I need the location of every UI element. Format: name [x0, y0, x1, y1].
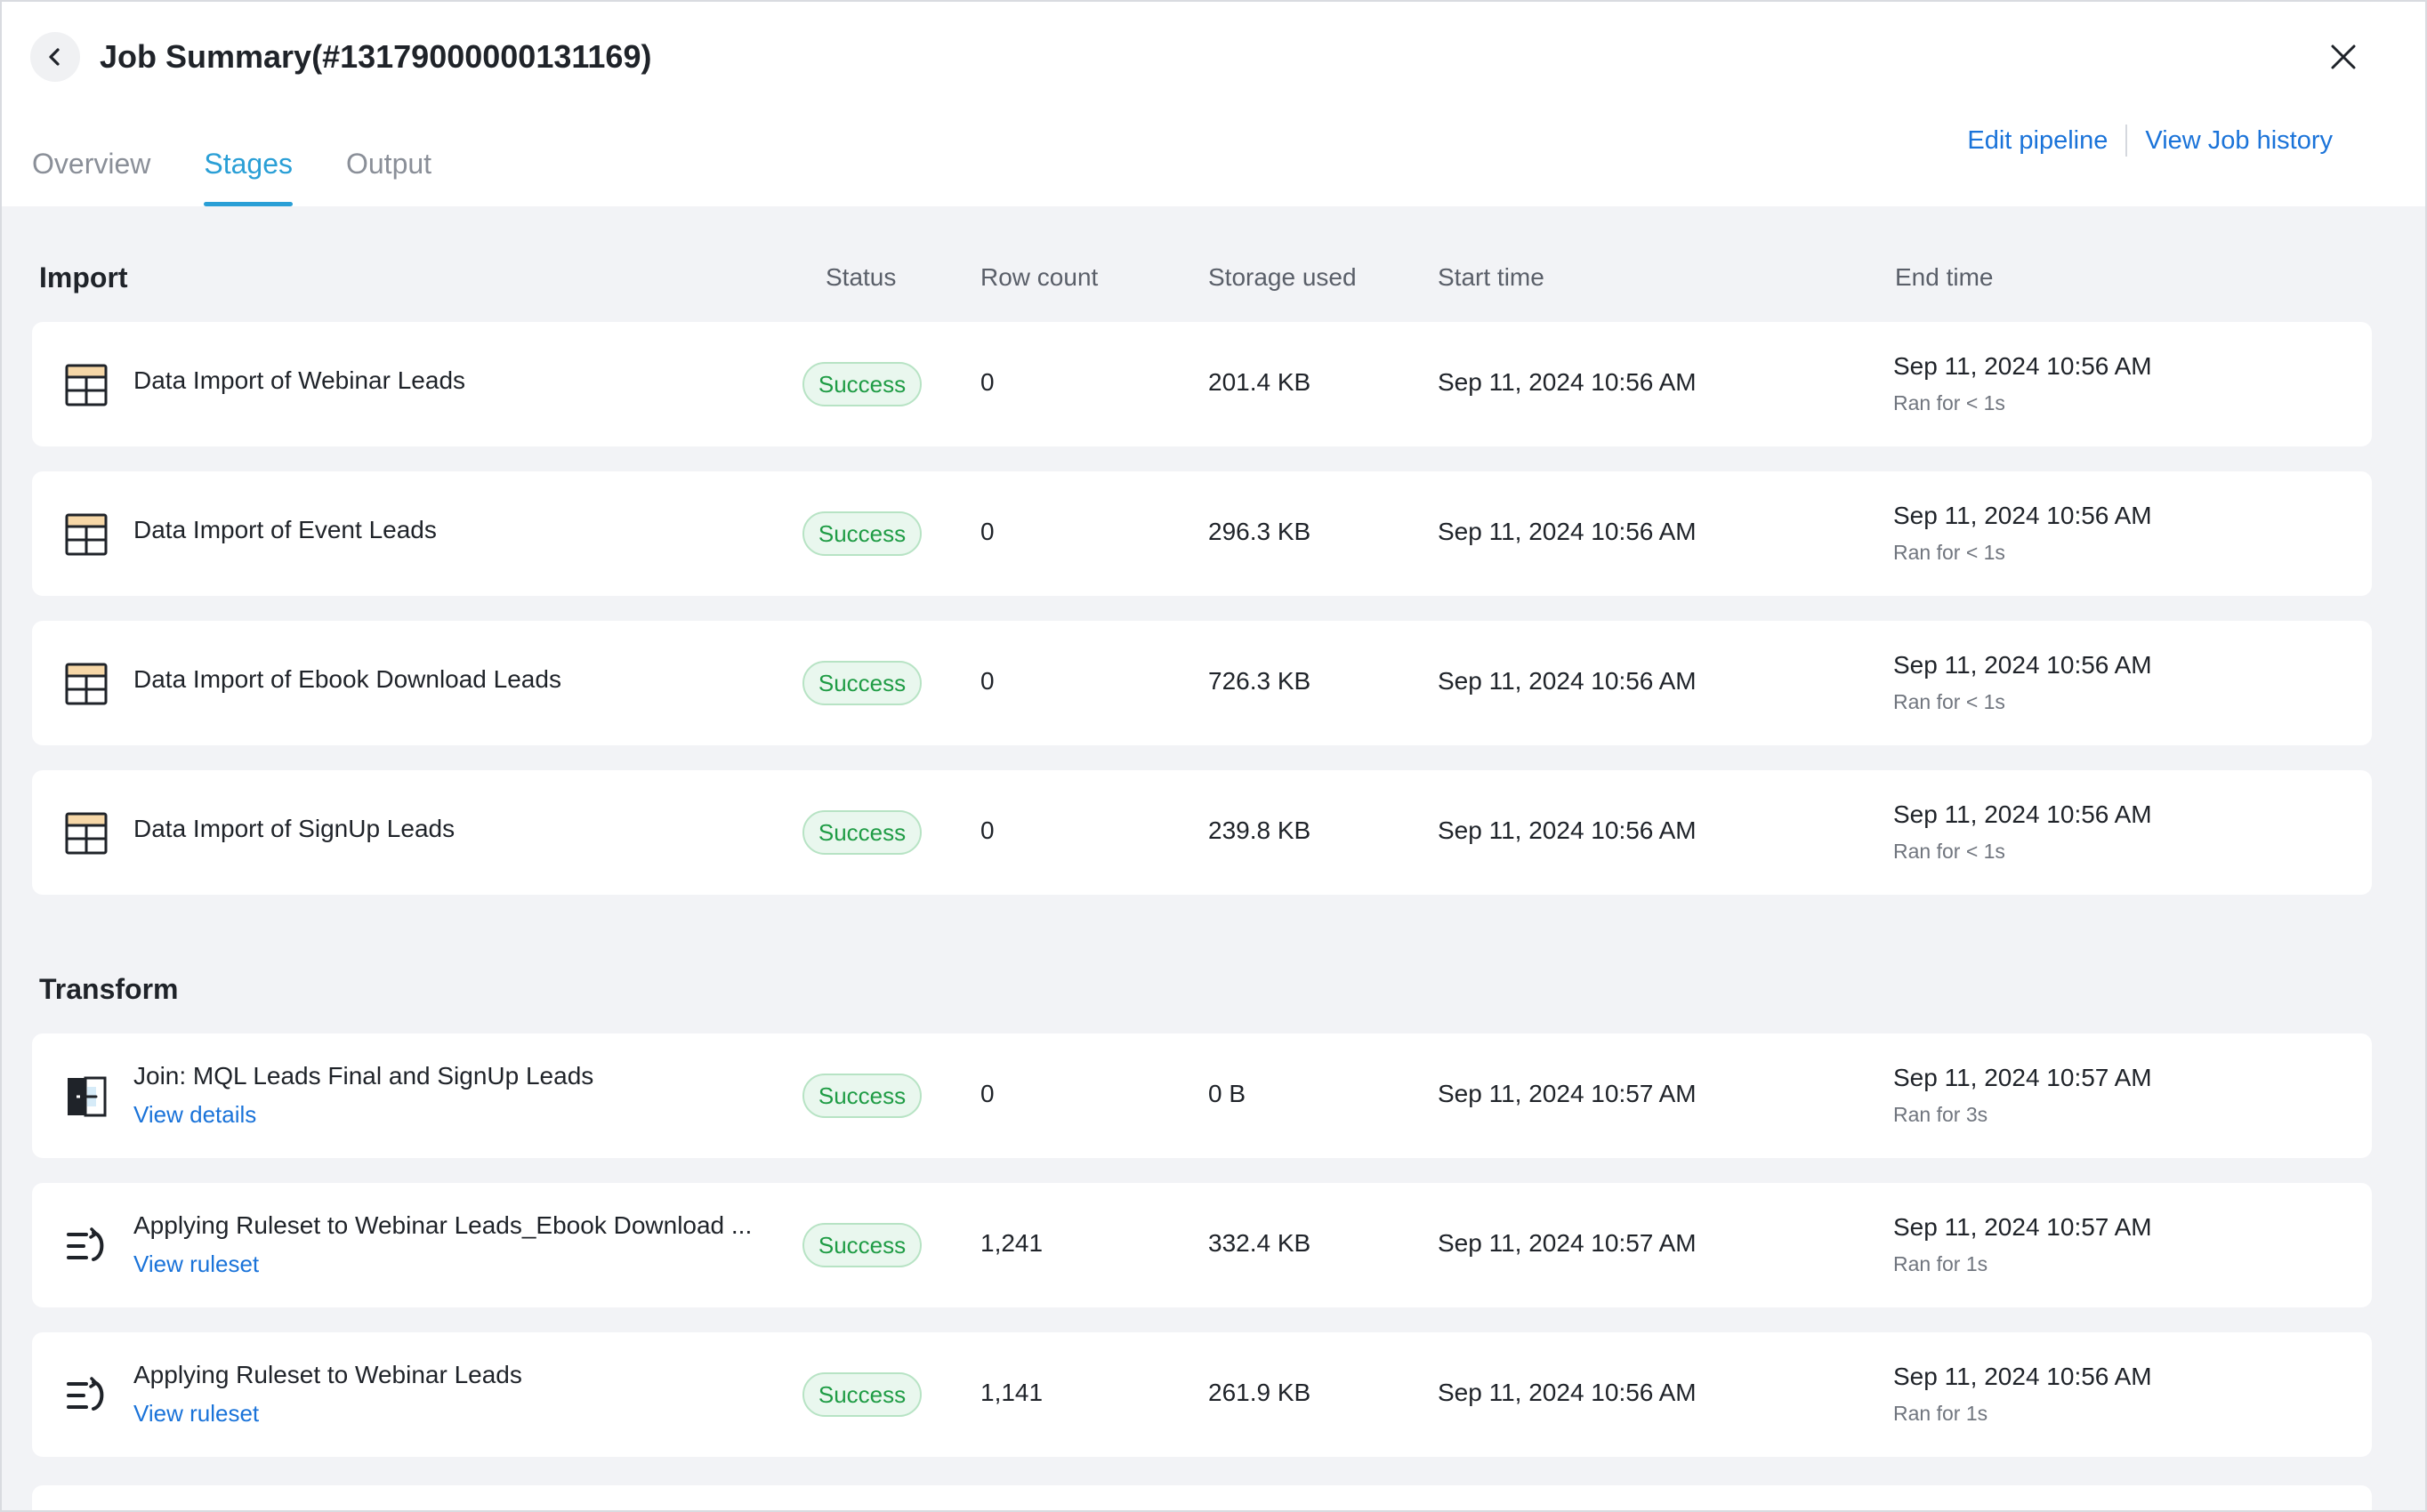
- storage-used-value: 726.3 KB: [1208, 667, 1311, 695]
- status-badge: Success: [802, 1372, 922, 1417]
- column-header-row-count: Row count: [980, 263, 1099, 291]
- chevron-left-icon: [49, 48, 60, 66]
- view-job-history-link[interactable]: View Job history: [2145, 125, 2333, 155]
- end-time-value: Sep 11, 2024 10:56 AM: [1893, 502, 2152, 529]
- stage-name: Data Import of Event Leads: [133, 516, 437, 543]
- column-header-status: Status: [826, 263, 897, 291]
- storage-used-value: 201.4 KB: [1208, 368, 1311, 396]
- stage-name: Applying Ruleset to Webinar Leads_Ebook …: [133, 1211, 753, 1239]
- row-count-value: 0: [980, 518, 995, 545]
- duration-text: Ran for < 1s: [1893, 840, 2005, 863]
- section-title-transform: Transform: [39, 973, 179, 1005]
- status-badge: Success: [802, 362, 922, 406]
- close-icon: [2331, 44, 2356, 69]
- view-ruleset-link[interactable]: View ruleset: [133, 1400, 260, 1427]
- duration-text: Ran for 3s: [1893, 1103, 1988, 1126]
- status-badge: Success: [802, 1223, 922, 1267]
- status-badge: Success: [802, 661, 922, 705]
- close-button[interactable]: [2320, 34, 2367, 80]
- start-time-value: Sep 11, 2024 10:57 AM: [1438, 1080, 1697, 1107]
- duration-text: Ran for 1s: [1893, 1402, 1988, 1425]
- status-badge: Success: [802, 511, 922, 556]
- row-count-value: 0: [980, 368, 995, 396]
- tab-output[interactable]: Output: [345, 148, 432, 180]
- end-time-value: Sep 11, 2024 10:56 AM: [1893, 800, 2152, 828]
- table-row[interactable]: Data Import of Event Leads Success 0 296…: [32, 471, 2372, 596]
- storage-used-value: 239.8 KB: [1208, 816, 1311, 844]
- storage-used-value: 332.4 KB: [1208, 1229, 1311, 1257]
- end-time-value: Sep 11, 2024 10:56 AM: [1893, 1363, 2152, 1390]
- start-time-value: Sep 11, 2024 10:56 AM: [1438, 816, 1697, 844]
- row-count-value: 0: [980, 667, 995, 695]
- section-title-import: Import: [39, 261, 128, 294]
- row-count-value: 0: [980, 1080, 995, 1107]
- back-button[interactable]: [30, 32, 80, 82]
- link-divider: [2125, 125, 2128, 157]
- table-row[interactable]: Applying Ruleset to Webinar Leads_Ebook …: [32, 1183, 2372, 1307]
- row-count-value: 1,241: [980, 1229, 1044, 1257]
- edit-pipeline-link[interactable]: Edit pipeline: [1967, 125, 2109, 155]
- column-header-start-time: Start time: [1438, 263, 1544, 291]
- start-time-value: Sep 11, 2024 10:56 AM: [1438, 368, 1697, 396]
- storage-used-value: 261.9 KB: [1208, 1379, 1311, 1406]
- start-time-value: Sep 11, 2024 10:56 AM: [1438, 667, 1697, 695]
- row-count-value: 0: [980, 816, 995, 844]
- page-title: Job Summary(#13179000000131169): [100, 38, 652, 75]
- table-icon: [65, 364, 108, 406]
- end-time-value: Sep 11, 2024 10:57 AM: [1893, 1064, 2152, 1091]
- start-time-value: Sep 11, 2024 10:56 AM: [1438, 1379, 1697, 1406]
- ruleset-icon: [67, 1227, 104, 1261]
- end-time-value: Sep 11, 2024 10:57 AM: [1893, 1213, 2152, 1241]
- ruleset-icon: [67, 1377, 104, 1411]
- view-details-link[interactable]: View details: [133, 1101, 257, 1128]
- duration-text: Ran for 1s: [1893, 1252, 1988, 1275]
- transform-section-header: Transform: [39, 973, 2370, 1017]
- column-header-storage-used: Storage used: [1208, 263, 1357, 291]
- stage-name: Data Import of Ebook Download Leads: [133, 665, 561, 693]
- column-header-end-time: End time: [1895, 263, 1994, 291]
- view-ruleset-link[interactable]: View ruleset: [133, 1251, 260, 1277]
- stage-name: Applying Ruleset to Webinar Leads: [133, 1361, 522, 1388]
- table-icon: [65, 812, 108, 855]
- panel-header: Job Summary(#13179000000131169) Overview…: [2, 2, 2425, 206]
- tab-stages[interactable]: Stages: [204, 142, 293, 206]
- end-time-value: Sep 11, 2024 10:56 AM: [1893, 651, 2152, 679]
- table-row-partial: [32, 1485, 2372, 1510]
- duration-text: Ran for < 1s: [1893, 391, 2005, 414]
- storage-used-value: 296.3 KB: [1208, 518, 1311, 545]
- row-count-value: 1,141: [980, 1379, 1044, 1406]
- duration-text: Ran for < 1s: [1893, 541, 2005, 564]
- join-icon: [68, 1076, 107, 1117]
- tab-bar: Overview Stages Output: [32, 142, 485, 206]
- table-row[interactable]: Applying Ruleset to Webinar Leads View r…: [32, 1332, 2372, 1457]
- table-icon: [65, 663, 108, 705]
- table-row[interactable]: Data Import of Webinar Leads Success 0 2…: [32, 322, 2372, 446]
- stage-name: Data Import of Webinar Leads: [133, 366, 466, 394]
- duration-text: Ran for < 1s: [1893, 690, 2005, 713]
- tab-overview[interactable]: Overview: [32, 148, 151, 180]
- import-section-header: Import Status Row count Storage used Sta…: [39, 261, 2370, 306]
- end-time-value: Sep 11, 2024 10:56 AM: [1893, 352, 2152, 380]
- table-row[interactable]: Join: MQL Leads Final and SignUp Leads V…: [32, 1033, 2372, 1158]
- stage-name: Join: MQL Leads Final and SignUp Leads: [133, 1062, 594, 1090]
- table-icon: [65, 513, 108, 556]
- start-time-value: Sep 11, 2024 10:57 AM: [1438, 1229, 1697, 1257]
- storage-used-value: 0 B: [1208, 1080, 1246, 1107]
- table-row[interactable]: Data Import of Ebook Download Leads Succ…: [32, 621, 2372, 745]
- start-time-value: Sep 11, 2024 10:56 AM: [1438, 518, 1697, 545]
- stage-name: Data Import of SignUp Leads: [133, 815, 456, 842]
- status-badge: Success: [802, 1074, 922, 1118]
- table-row[interactable]: Data Import of SignUp Leads Success 0 23…: [32, 770, 2372, 895]
- header-links: Edit pipeline View Job history: [1967, 125, 2333, 157]
- status-badge: Success: [802, 810, 922, 855]
